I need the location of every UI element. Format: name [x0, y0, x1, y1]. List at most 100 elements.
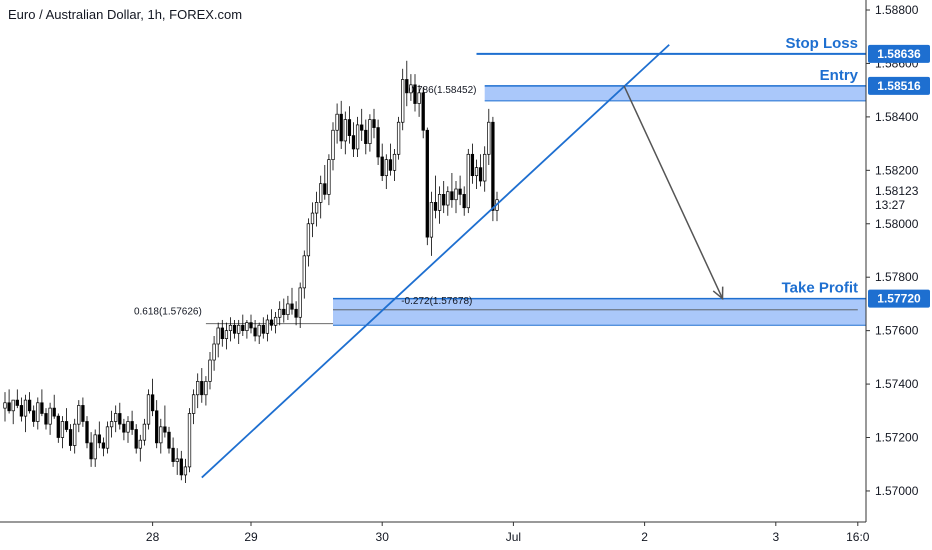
candle-body [138, 439, 142, 449]
candle-body [253, 327, 257, 337]
candle-body [343, 119, 347, 142]
candle [487, 108, 491, 165]
candle [204, 376, 208, 406]
candle-body [101, 442, 106, 449]
candle [442, 181, 446, 214]
candle-body [491, 121, 495, 211]
candle-body [331, 129, 335, 160]
candle [130, 410, 134, 435]
candle [343, 111, 347, 155]
candle-body [60, 421, 65, 438]
candle [237, 319, 241, 344]
candle [413, 74, 417, 112]
candle-body [109, 421, 114, 428]
candle-body [401, 79, 405, 123]
candle [466, 148, 470, 214]
price-axis[interactable]: 1.588001.586001.584001.582001.580001.578… [865, 0, 930, 522]
candle-body [19, 405, 24, 417]
candle [122, 418, 126, 441]
candle-body [85, 421, 89, 444]
candle [27, 392, 32, 414]
level-tag-2 [868, 289, 930, 308]
candle-body [36, 402, 40, 422]
candle-body [150, 394, 155, 412]
time-tick-label: 16:0 [846, 530, 870, 544]
candle [3, 392, 7, 422]
time-tick-label: 28 [146, 530, 160, 544]
candle-body [388, 159, 393, 171]
candle [265, 314, 270, 342]
candle-body [48, 407, 52, 425]
candle-body [355, 124, 360, 150]
candle [220, 319, 224, 347]
candle [200, 368, 204, 403]
candle-body [290, 303, 294, 310]
candle [15, 389, 19, 409]
candle [73, 418, 77, 454]
candle [208, 352, 212, 390]
candle [368, 114, 372, 152]
candle [109, 410, 114, 438]
candle [360, 108, 364, 141]
candle [212, 335, 216, 371]
candle [81, 397, 85, 427]
candle-body [392, 153, 397, 171]
candle-body [454, 188, 458, 201]
candle-body [179, 458, 183, 476]
candle [19, 397, 24, 422]
price-tick-label: 1.57600 [875, 324, 919, 338]
candle-body [302, 255, 306, 289]
candle [405, 60, 409, 107]
candle [48, 402, 52, 435]
candle [146, 389, 151, 430]
candle [331, 122, 335, 171]
candle-body [208, 359, 212, 382]
chart-title: Euro / Australian Dollar, 1h, FOREX.com [8, 7, 243, 22]
candle-body [11, 399, 15, 412]
candle-body [134, 429, 138, 449]
arrow-head [712, 286, 724, 301]
candle-body [81, 405, 85, 422]
current-price-label: 1.58123 [875, 184, 919, 198]
candle [183, 458, 188, 483]
candle-body [249, 322, 253, 329]
candle-body [413, 84, 417, 104]
candle [376, 119, 380, 165]
candle-body [7, 402, 11, 412]
candle-body [196, 381, 200, 396]
candle [171, 437, 175, 467]
candle [101, 437, 106, 457]
candle-body [171, 447, 175, 462]
candle-body [442, 194, 446, 206]
candle [23, 394, 28, 433]
candle [495, 191, 499, 222]
price-tick-label: 1.57200 [875, 431, 919, 445]
candle [396, 116, 401, 160]
candle [232, 319, 237, 339]
candle [372, 108, 376, 139]
candle-body [216, 327, 220, 345]
candle-body [372, 119, 376, 128]
candle-body [470, 153, 475, 177]
candle [175, 448, 179, 475]
candle [245, 319, 249, 339]
candle-body [73, 423, 77, 446]
time-axis[interactable]: 28 29 30 Jul 2 3 16:0 [0, 521, 870, 544]
candle [470, 143, 475, 184]
candle-body [273, 316, 278, 326]
candle-body [44, 413, 48, 425]
candle-body [347, 119, 352, 136]
candle-body [114, 413, 118, 422]
candle [409, 74, 413, 101]
candle-body [437, 194, 442, 211]
level-tag-label-1: 1.58516 [877, 79, 921, 93]
candle [56, 413, 60, 443]
candle [134, 424, 138, 454]
candle-body [52, 407, 56, 417]
candle [241, 314, 245, 336]
candle [40, 389, 44, 417]
candle-body [474, 167, 479, 177]
candle-body [105, 426, 110, 449]
level-name-1: Entry [820, 67, 859, 84]
